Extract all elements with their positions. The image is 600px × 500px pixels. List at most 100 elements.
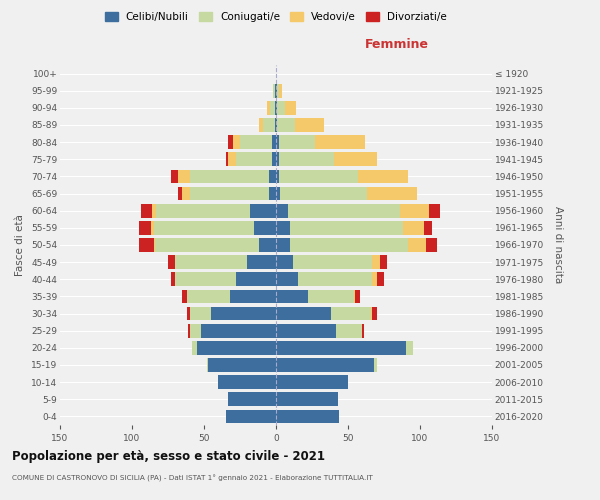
Bar (182, 186, 190, 200)
Bar (259, 238, 276, 252)
Bar (250, 204, 276, 218)
Bar (374, 358, 377, 372)
Bar (171, 170, 178, 183)
Bar (211, 306, 276, 320)
Bar (367, 186, 417, 200)
Bar (362, 324, 364, 338)
Bar (272, 136, 276, 149)
Bar (157, 204, 250, 218)
Text: Femmine: Femmine (365, 38, 429, 51)
Bar (276, 170, 279, 183)
Bar (178, 186, 182, 200)
Bar (154, 238, 155, 252)
Bar (236, 272, 276, 286)
Bar (139, 221, 151, 234)
Bar (276, 272, 298, 286)
Bar (355, 290, 359, 304)
Bar (229, 152, 236, 166)
Bar (269, 186, 276, 200)
Bar (273, 84, 275, 98)
Bar (358, 170, 409, 183)
Bar (315, 136, 365, 149)
Bar (140, 204, 152, 218)
Bar (373, 272, 377, 286)
Bar (175, 256, 247, 269)
Bar (208, 358, 276, 372)
Bar (276, 256, 293, 269)
Bar (240, 136, 272, 149)
Bar (276, 306, 331, 320)
Bar (287, 204, 400, 218)
Bar (182, 290, 187, 304)
Bar (276, 324, 337, 338)
Bar (403, 221, 424, 234)
Bar (247, 256, 276, 269)
Bar (424, 221, 431, 234)
Bar (272, 152, 276, 166)
Bar (201, 324, 276, 338)
Bar (337, 324, 362, 338)
Bar (426, 238, 437, 252)
Bar (230, 290, 276, 304)
Bar (406, 341, 413, 354)
Y-axis label: Anni di nascita: Anni di nascita (553, 206, 563, 284)
Bar (229, 392, 276, 406)
Text: COMUNE DI CASTRONOVO DI SICILIA (PA) - Dati ISTAT 1° gennaio 2021 - Elaborazione: COMUNE DI CASTRONOVO DI SICILIA (PA) - D… (12, 475, 373, 482)
Bar (276, 152, 279, 166)
Bar (207, 358, 208, 372)
Bar (268, 101, 270, 114)
Bar (295, 118, 323, 132)
Bar (188, 324, 190, 338)
Bar (139, 238, 154, 252)
Bar (263, 118, 275, 132)
Bar (276, 136, 279, 149)
Bar (275, 118, 276, 132)
Bar (293, 256, 373, 269)
Bar (276, 238, 290, 252)
Text: Popolazione per età, sesso e stato civile - 2021: Popolazione per età, sesso e stato civil… (12, 450, 325, 463)
Bar (400, 204, 428, 218)
Bar (254, 221, 276, 234)
Bar (154, 221, 254, 234)
Bar (276, 186, 280, 200)
Bar (276, 290, 308, 304)
Bar (279, 136, 315, 149)
Bar (233, 136, 240, 149)
Bar (151, 221, 154, 234)
Bar (371, 306, 373, 320)
Bar (380, 256, 387, 269)
Bar (428, 204, 440, 218)
Bar (229, 136, 233, 149)
Bar (218, 376, 276, 389)
Bar (276, 221, 290, 234)
Y-axis label: Fasce di età: Fasce di età (16, 214, 25, 276)
Bar (259, 118, 263, 132)
Bar (277, 118, 295, 132)
Bar (190, 170, 269, 183)
Bar (190, 306, 211, 320)
Bar (308, 290, 354, 304)
Bar (275, 84, 276, 98)
Bar (193, 341, 197, 354)
Bar (178, 170, 190, 183)
Bar (277, 101, 284, 114)
Bar (171, 272, 175, 286)
Bar (279, 84, 282, 98)
Bar (197, 341, 276, 354)
Bar (276, 341, 406, 354)
Bar (298, 272, 373, 286)
Bar (290, 221, 403, 234)
Bar (373, 306, 377, 320)
Bar (280, 186, 367, 200)
Bar (276, 101, 277, 114)
Bar (276, 204, 287, 218)
Bar (236, 152, 272, 166)
Bar (276, 410, 340, 424)
Bar (276, 392, 338, 406)
Bar (334, 152, 377, 166)
Bar (276, 118, 277, 132)
Bar (270, 101, 275, 114)
Bar (354, 290, 355, 304)
Bar (284, 101, 296, 114)
Bar (275, 101, 276, 114)
